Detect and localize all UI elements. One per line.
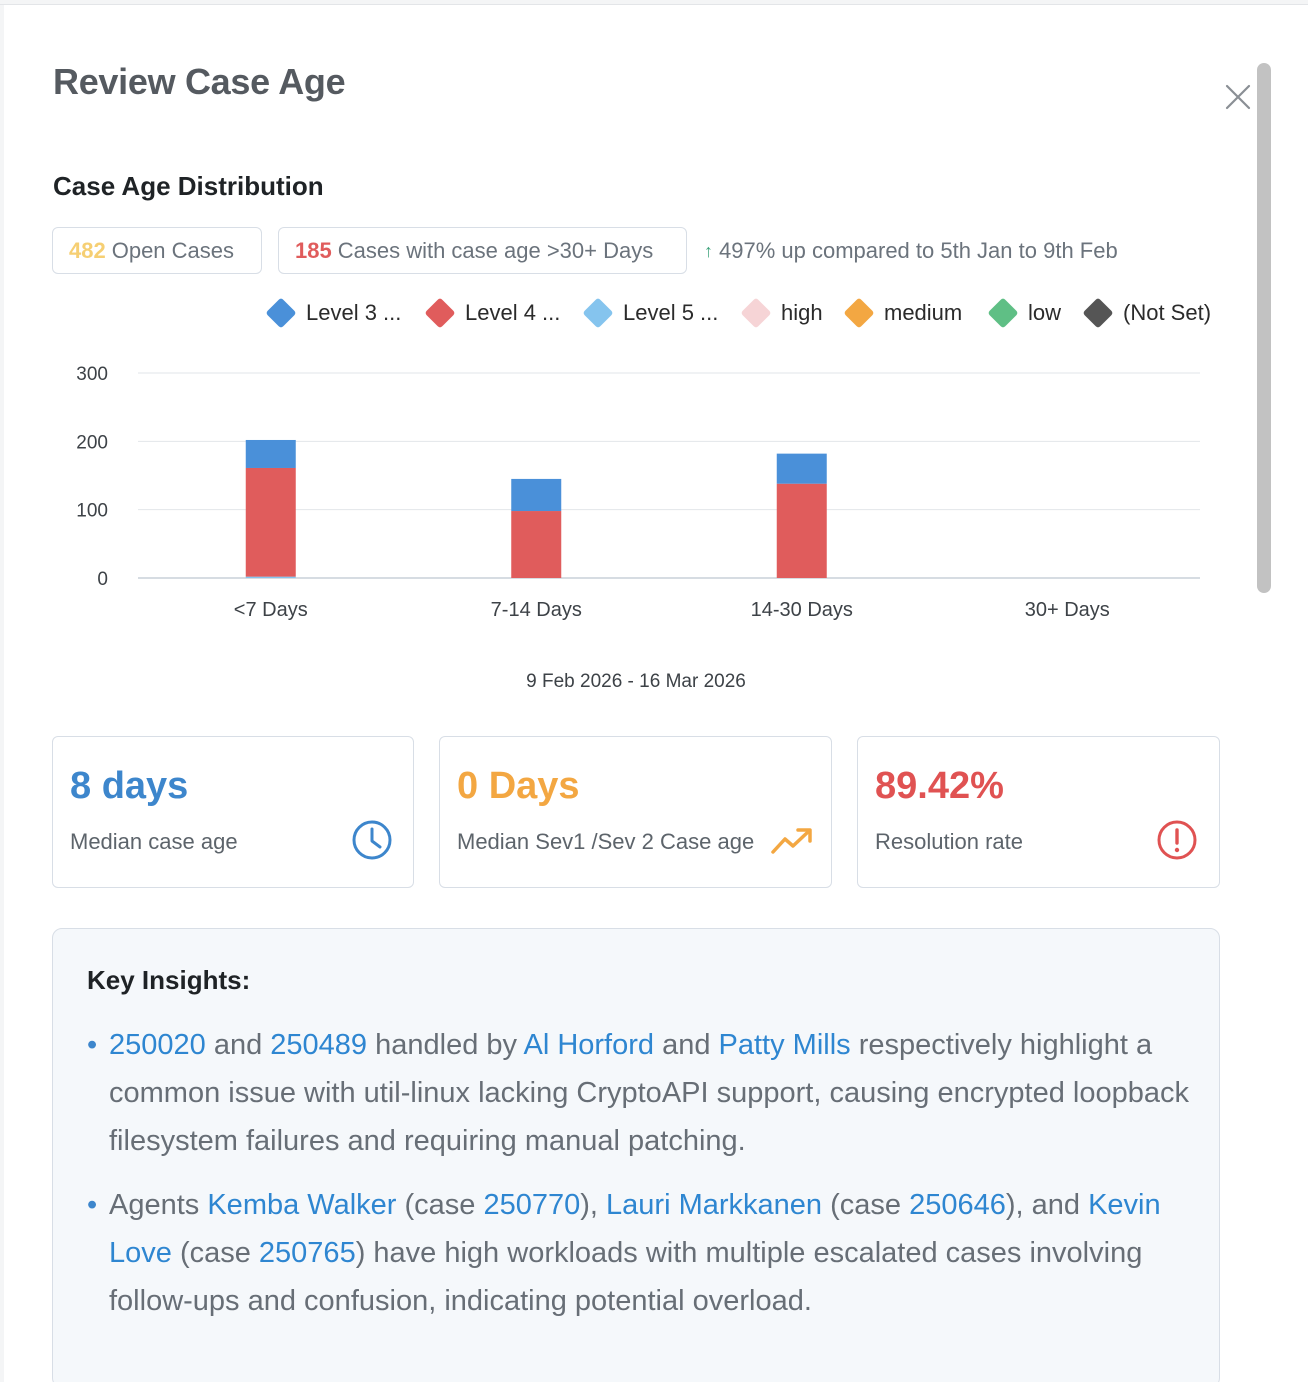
bar-segment: [776, 453, 827, 484]
x-tick-label: 14-30 Days: [751, 599, 853, 621]
stat-value: 8 days: [70, 765, 189, 807]
scrollbar-thumb[interactable]: [1257, 63, 1271, 593]
legend-item[interactable]: high: [739, 297, 823, 329]
stat-label: Resolution rate: [875, 829, 1023, 854]
modal-title: Review Case Age: [53, 61, 346, 102]
y-tick-label: 100: [76, 501, 108, 522]
insight-link[interactable]: Al Horford: [523, 1029, 655, 1061]
legend-label: high: [781, 300, 823, 325]
review-case-age-modal: Review Case Age Case Age Distribution 48…: [4, 5, 1308, 1382]
case-age-bar-chart: 0 100 200 300 <7 Days 7-14 Days 14-30 Days 30+ …: [76, 364, 1200, 621]
insight-text: handled by: [367, 1029, 524, 1061]
insight-link[interactable]: Lauri Markkanen: [606, 1189, 823, 1221]
legend-label: (Not Set): [1123, 300, 1212, 325]
stat-value: 0 Days: [457, 765, 580, 807]
bar-segment: [245, 439, 296, 468]
legend-marker-icon: [424, 297, 456, 329]
bar-segment: [511, 478, 562, 512]
arrow-up-icon: ↑: [704, 240, 713, 261]
insight-text: (case: [396, 1189, 484, 1221]
legend-item[interactable]: Level 3 ...: [264, 297, 401, 329]
insight-text: and: [205, 1029, 271, 1061]
insight-text: ),: [580, 1189, 607, 1221]
legend-item[interactable]: (Not Set): [1081, 297, 1211, 329]
bullet-icon: •: [87, 1189, 98, 1221]
stat-card-median-age: 8 days Median case age: [52, 736, 414, 888]
legend-marker-icon: [740, 297, 772, 329]
legend-label: Level 5 ...: [623, 300, 719, 325]
bar-segment: [776, 483, 827, 578]
insight-text: and: [654, 1029, 719, 1061]
open-cases-chip: 482 Open Cases: [52, 227, 262, 274]
insights-title: Key Insights:: [87, 965, 251, 995]
insight-text: Agents: [109, 1189, 208, 1221]
legend-item[interactable]: Level 4 ...: [423, 297, 560, 329]
insight-link[interactable]: 250765: [258, 1237, 356, 1269]
close-button[interactable]: [1224, 83, 1252, 111]
insight-text: ), and: [1005, 1189, 1089, 1221]
legend-marker-icon: [843, 297, 875, 329]
legend-item[interactable]: medium: [842, 297, 962, 329]
insight-link[interactable]: Kemba Walker: [207, 1189, 397, 1221]
aged-cases-count: 185: [295, 237, 332, 263]
section-title: Case Age Distribution: [53, 171, 324, 201]
legend-marker-icon: [987, 297, 1019, 329]
legend-label: Level 3 ...: [306, 300, 402, 325]
y-tick-label: 0: [97, 569, 108, 590]
stat-label: Median case age: [70, 829, 238, 854]
legend-marker-icon: [582, 297, 614, 329]
insight-link[interactable]: 250489: [270, 1029, 368, 1061]
clock-icon: [352, 820, 392, 860]
stat-value: 89.42%: [875, 765, 1004, 807]
key-insights-panel: Key Insights: • 250020 and 250489 handled…: [52, 928, 1220, 1382]
aged-cases-label: Cases with case age >30+ Days: [337, 237, 654, 263]
legend-label: medium: [884, 300, 963, 325]
insight-link[interactable]: Kevin Love: [109, 1189, 1161, 1269]
x-tick-label: <7 Days: [234, 599, 308, 621]
trend-indicator: ↑ 497% up compared to 5th Jan to 9th Feb: [704, 238, 1118, 264]
bar-segment: [511, 511, 562, 578]
x-tick-label: 7-14 Days: [491, 599, 582, 621]
insight-link[interactable]: Patty Mills: [718, 1029, 851, 1061]
insight-item: • 250020 and 250489 handled by Al Horford…: [87, 1021, 1197, 1165]
legend-label: low: [1028, 300, 1062, 325]
insight-text: ) have high workloads with multiple esca…: [109, 1237, 1143, 1317]
legend-marker-icon: [265, 297, 297, 329]
insight-text: respectively highlight a common issue wi…: [109, 1029, 1189, 1157]
stat-label: Median Sev1 /Sev 2 Case age: [457, 829, 755, 854]
insight-text: (case: [171, 1237, 259, 1269]
y-tick-label: 300: [76, 364, 108, 385]
bullet-icon: •: [87, 1029, 98, 1061]
stat-card-resolution-rate: 89.42% Resolution rate: [857, 736, 1220, 888]
close-icon: [1225, 84, 1251, 110]
bar-segment: [245, 467, 296, 577]
legend-item[interactable]: low: [986, 297, 1061, 329]
legend-label: Level 4 ...: [465, 300, 561, 325]
open-cases-count: 482: [69, 237, 106, 263]
trend-text: 497% up compared to 5th Jan to 9th Feb: [719, 238, 1118, 263]
y-tick-label: 200: [76, 432, 108, 453]
x-tick-label: 30+ Days: [1025, 599, 1110, 621]
stat-card-sev-age: 0 Days Median Sev1 /Sev 2 Case age: [439, 736, 832, 888]
bar-segment: [245, 576, 296, 578]
open-cases-label: Open Cases: [111, 237, 235, 263]
insight-text: (case: [822, 1189, 910, 1221]
legend-item[interactable]: Level 5 ...: [581, 297, 718, 329]
alert-circle-icon: [1157, 820, 1197, 860]
aged-cases-chip: 185 Cases with case age >30+ Days: [278, 227, 687, 274]
insight-link[interactable]: 250770: [483, 1189, 581, 1221]
insight-link[interactable]: 250020: [109, 1029, 206, 1061]
insight-item: • Agents Kemba Walker (case 250770), Laur…: [87, 1181, 1197, 1325]
legend-marker-icon: [1082, 297, 1114, 329]
insight-link[interactable]: 250646: [909, 1189, 1006, 1221]
chart-date-range: 9 Feb 2026 - 16 Mar 2026: [526, 671, 746, 692]
top-border: [0, 4, 1308, 5]
trending-up-icon: [771, 828, 812, 854]
